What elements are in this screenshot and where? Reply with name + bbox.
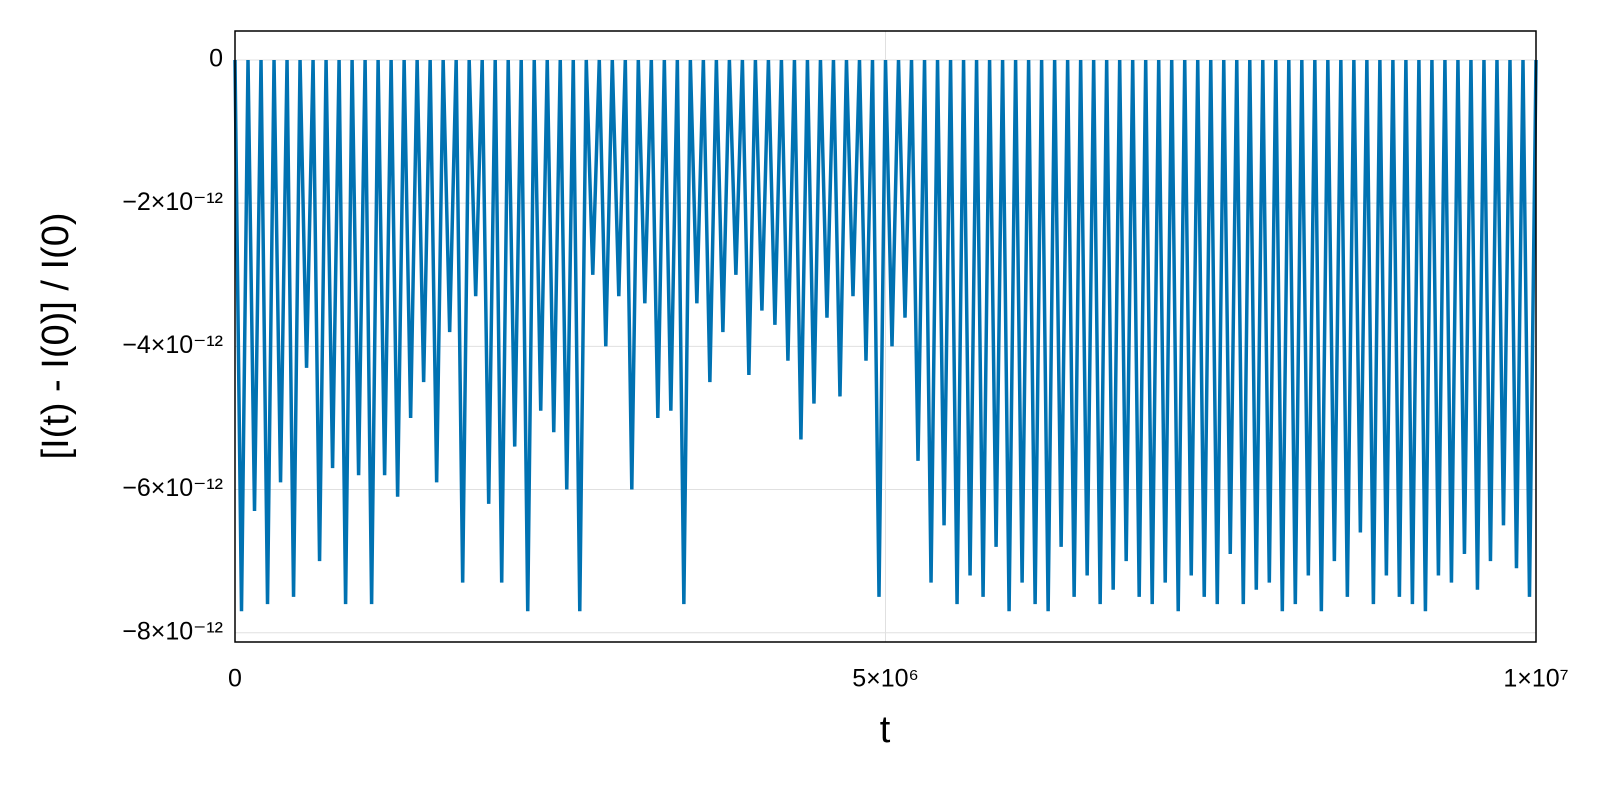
y-tick-label: −6×10⁻¹²	[122, 474, 223, 502]
plot-frame	[234, 30, 1537, 643]
x-tick-label: 5×10⁶	[852, 665, 919, 693]
y-axis-label: [I(t) - I(0)] / I(0)	[35, 213, 77, 460]
y-tick-label: −2×10⁻¹²	[122, 188, 223, 216]
data-line	[233, 59, 1538, 612]
y-tick-label: −8×10⁻¹²	[122, 617, 223, 645]
x-tick-label: 1×10⁷	[1503, 665, 1568, 693]
x-tick-label: 0	[228, 665, 242, 693]
y-tick-label: 0	[209, 45, 223, 73]
y-tick-label: −4×10⁻¹²	[122, 331, 223, 359]
x-axis-label: t	[880, 709, 891, 751]
